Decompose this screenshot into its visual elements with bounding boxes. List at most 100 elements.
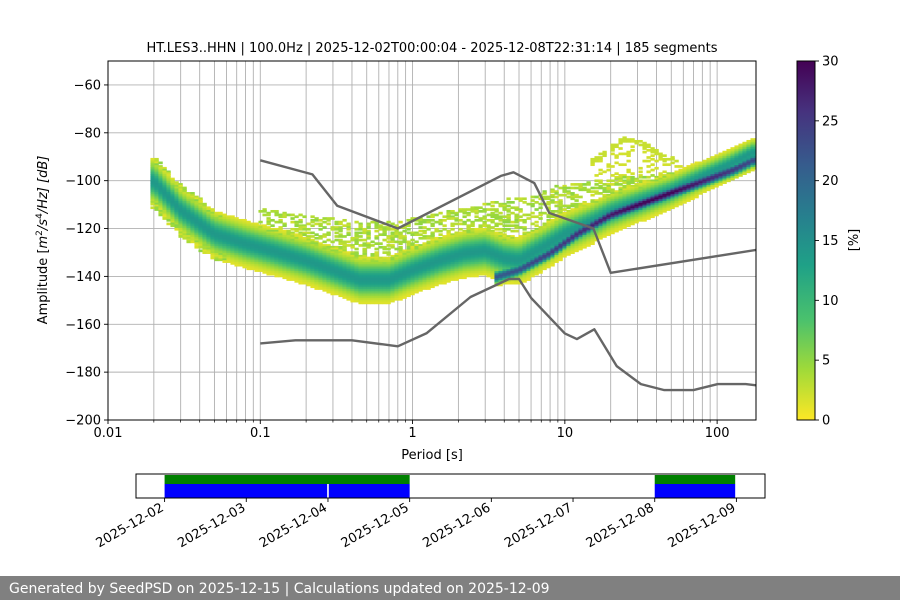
heat-cell (662, 199, 667, 202)
heat-cell (714, 154, 719, 158)
heat-cell (322, 240, 327, 244)
heat-cell (318, 281, 323, 285)
heat-cell (342, 272, 347, 276)
heat-cell (262, 236, 267, 240)
heat-cell (210, 220, 215, 224)
heat-cell (358, 269, 363, 272)
heat-cell (362, 296, 367, 299)
heat-cell (542, 254, 547, 258)
heat-cell (570, 229, 575, 233)
heat-cell (278, 267, 283, 271)
heat-cell (378, 265, 383, 269)
heat-cell (630, 220, 635, 224)
heat-cell (234, 254, 239, 258)
heat-cell (694, 192, 699, 195)
heat-cell (386, 226, 391, 229)
heat-cell (414, 240, 419, 244)
heat-cell (618, 209, 623, 213)
heat-cell (462, 251, 467, 254)
heat-cell (594, 220, 599, 224)
heat-cell (450, 278, 455, 281)
heat-cell (286, 262, 291, 265)
heat-cell (538, 235, 543, 238)
heat-cell (618, 147, 623, 150)
heat-cell (278, 247, 283, 251)
heat-cell (486, 260, 491, 263)
heat-cell (366, 274, 371, 278)
heat-cell (742, 141, 747, 145)
heat-cell (278, 263, 283, 267)
heat-cell (614, 145, 619, 149)
heat-cell (270, 260, 275, 263)
heat-cell (470, 236, 475, 240)
heat-cell (322, 287, 327, 290)
heat-cell (374, 281, 379, 285)
heat-cell (590, 222, 595, 226)
heat-cell (230, 222, 235, 226)
heat-cell (338, 269, 343, 272)
heat-cell (370, 220, 375, 224)
heat-cell (262, 253, 267, 256)
heat-cell (458, 242, 463, 245)
heat-cell (242, 227, 247, 231)
heat-cell (226, 258, 231, 262)
heat-cell (750, 168, 755, 172)
heat-cell (186, 220, 191, 224)
heat-cell (674, 181, 679, 184)
heat-cell (530, 260, 535, 263)
heat-cell (438, 218, 443, 222)
heat-cell (634, 188, 639, 192)
heat-cell (526, 217, 531, 220)
heat-cell (378, 299, 383, 303)
heat-cell (486, 245, 491, 249)
heat-cell (230, 229, 235, 233)
heat-cell (378, 269, 383, 272)
heat-cell (302, 242, 307, 245)
heat-cell (214, 229, 219, 233)
heat-cell (646, 215, 651, 219)
heat-cell (418, 254, 423, 258)
heat-cell (278, 253, 283, 256)
heat-cell (302, 276, 307, 280)
heat-cell (390, 262, 395, 265)
heat-cell (202, 238, 207, 242)
heat-cell (662, 181, 667, 184)
heat-cell (154, 166, 159, 170)
heat-cell (378, 288, 383, 292)
heat-cell (466, 224, 471, 228)
heat-cell (538, 265, 543, 269)
heat-cell (202, 233, 207, 237)
heat-cell (414, 267, 419, 271)
heat-cell (598, 209, 603, 213)
heat-cell (202, 231, 207, 235)
heat-cell (318, 260, 323, 263)
heat-cell (594, 211, 599, 215)
heat-cell (554, 218, 559, 222)
heat-cell (394, 279, 399, 283)
heat-cell (150, 186, 155, 190)
heat-cell (202, 202, 207, 206)
heat-cell (622, 179, 627, 183)
heat-cell (274, 249, 279, 253)
heat-cell (378, 227, 383, 231)
heat-cell (170, 179, 175, 183)
heat-cell (602, 222, 607, 226)
heat-cell (474, 235, 479, 238)
heat-cell (526, 233, 531, 237)
heat-cell (274, 260, 279, 263)
heat-cell (602, 220, 607, 224)
heat-cell (710, 165, 715, 168)
heat-cell (242, 247, 247, 251)
heat-cell (646, 209, 651, 213)
heat-cell (606, 233, 611, 237)
heat-cell (422, 267, 427, 271)
heat-cell (438, 253, 443, 256)
heat-cell (178, 193, 183, 197)
heat-cell (690, 174, 695, 177)
heat-cell (442, 215, 447, 219)
heat-cell (438, 240, 443, 244)
heat-cell (150, 170, 155, 174)
heat-cell (466, 236, 471, 240)
heat-cell (330, 283, 335, 287)
heat-cell (482, 231, 487, 235)
